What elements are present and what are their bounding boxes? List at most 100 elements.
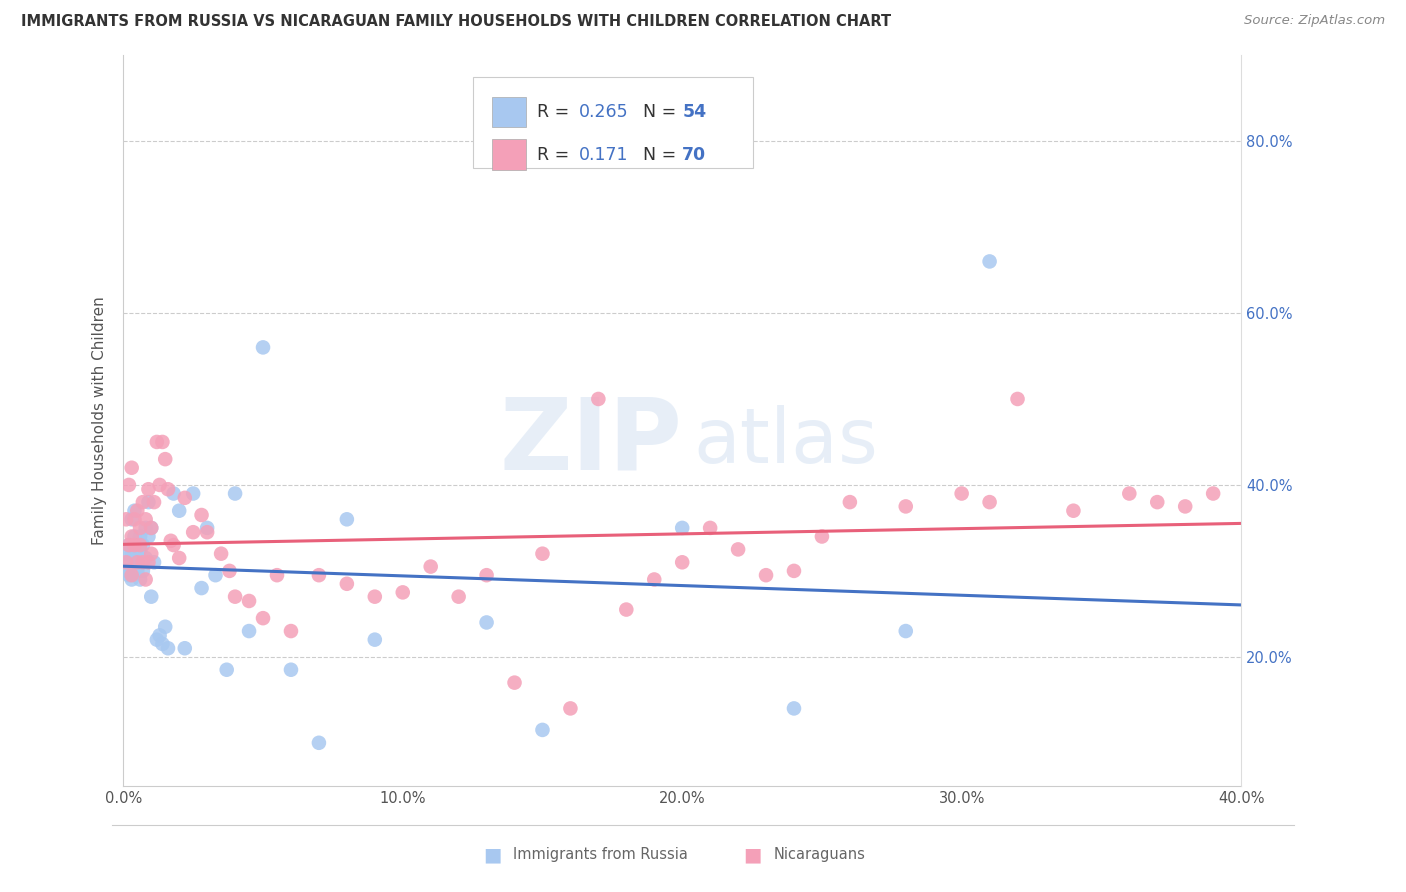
Point bbox=[218, 564, 240, 578]
Point bbox=[979, 254, 1001, 268]
Point bbox=[156, 641, 179, 656]
Point bbox=[121, 512, 143, 526]
Text: N =: N = bbox=[643, 145, 682, 163]
Point bbox=[127, 555, 149, 569]
Point bbox=[135, 573, 157, 587]
Text: 0.265: 0.265 bbox=[579, 103, 628, 121]
Point bbox=[195, 525, 218, 540]
Point bbox=[224, 486, 246, 500]
Point bbox=[336, 512, 359, 526]
Text: R =: R = bbox=[537, 145, 581, 163]
Text: atlas: atlas bbox=[693, 405, 879, 479]
Point bbox=[132, 555, 155, 569]
Point bbox=[138, 482, 160, 496]
Text: Nicaraguans: Nicaraguans bbox=[773, 847, 865, 862]
Point bbox=[1174, 500, 1197, 514]
Point bbox=[118, 478, 141, 492]
Point bbox=[127, 504, 149, 518]
Point bbox=[155, 452, 177, 467]
Point bbox=[141, 521, 163, 535]
Point bbox=[138, 529, 160, 543]
Point bbox=[447, 590, 470, 604]
Point bbox=[614, 602, 637, 616]
Point bbox=[138, 495, 160, 509]
Point bbox=[152, 434, 174, 449]
Point bbox=[195, 521, 218, 535]
Point bbox=[121, 529, 143, 543]
Point bbox=[531, 723, 554, 737]
Point bbox=[838, 495, 860, 509]
Text: IMMIGRANTS FROM RUSSIA VS NICARAGUAN FAMILY HOUSEHOLDS WITH CHILDREN CORRELATION: IMMIGRANTS FROM RUSSIA VS NICARAGUAN FAM… bbox=[21, 14, 891, 29]
Point bbox=[475, 615, 498, 630]
Point bbox=[159, 533, 181, 548]
Point bbox=[238, 624, 260, 638]
Point bbox=[127, 547, 149, 561]
Point bbox=[121, 547, 143, 561]
Point bbox=[115, 564, 138, 578]
Point bbox=[252, 340, 274, 354]
Point bbox=[129, 573, 152, 587]
Point bbox=[503, 675, 526, 690]
Text: 0.171: 0.171 bbox=[579, 145, 628, 163]
Point bbox=[560, 701, 582, 715]
Point bbox=[308, 568, 330, 582]
Point bbox=[118, 538, 141, 552]
Point bbox=[280, 663, 302, 677]
Point bbox=[894, 500, 917, 514]
Point bbox=[121, 573, 143, 587]
Point bbox=[755, 568, 778, 582]
Point bbox=[127, 564, 149, 578]
Text: ZIP: ZIP bbox=[499, 394, 682, 491]
Point bbox=[132, 564, 155, 578]
Point bbox=[308, 736, 330, 750]
Point bbox=[129, 521, 152, 535]
Point bbox=[124, 538, 146, 552]
Point bbox=[121, 460, 143, 475]
Point bbox=[811, 529, 834, 543]
Point bbox=[531, 547, 554, 561]
Bar bbox=[492, 97, 526, 128]
Point bbox=[132, 538, 155, 552]
Point bbox=[419, 559, 441, 574]
Point bbox=[190, 581, 212, 595]
Point bbox=[118, 555, 141, 569]
Point bbox=[336, 576, 359, 591]
Point bbox=[1202, 486, 1225, 500]
Point bbox=[124, 512, 146, 526]
Point bbox=[643, 573, 665, 587]
Point bbox=[135, 521, 157, 535]
Point bbox=[135, 512, 157, 526]
Point bbox=[1118, 486, 1140, 500]
Point bbox=[146, 632, 169, 647]
Point bbox=[588, 392, 610, 406]
Text: R =: R = bbox=[537, 103, 575, 121]
Point bbox=[671, 521, 693, 535]
Point bbox=[129, 538, 152, 552]
Point bbox=[124, 504, 146, 518]
Point bbox=[1369, 615, 1392, 630]
Point bbox=[127, 555, 149, 569]
Point bbox=[118, 568, 141, 582]
Point bbox=[152, 637, 174, 651]
Point bbox=[173, 491, 195, 505]
Point bbox=[143, 495, 166, 509]
Text: 70: 70 bbox=[682, 145, 706, 163]
Text: Immigrants from Russia: Immigrants from Russia bbox=[513, 847, 688, 862]
Point bbox=[124, 529, 146, 543]
Point bbox=[162, 538, 184, 552]
Point bbox=[124, 555, 146, 569]
Point bbox=[181, 486, 204, 500]
Point bbox=[671, 555, 693, 569]
Point bbox=[266, 568, 288, 582]
Point bbox=[129, 542, 152, 557]
Point bbox=[167, 551, 190, 566]
Point bbox=[167, 504, 190, 518]
Point bbox=[115, 555, 138, 569]
Point bbox=[156, 482, 179, 496]
Point bbox=[215, 663, 238, 677]
Text: ■: ■ bbox=[482, 845, 502, 864]
Point bbox=[364, 632, 387, 647]
Point bbox=[149, 478, 172, 492]
Point bbox=[129, 529, 152, 543]
Point bbox=[1062, 504, 1084, 518]
